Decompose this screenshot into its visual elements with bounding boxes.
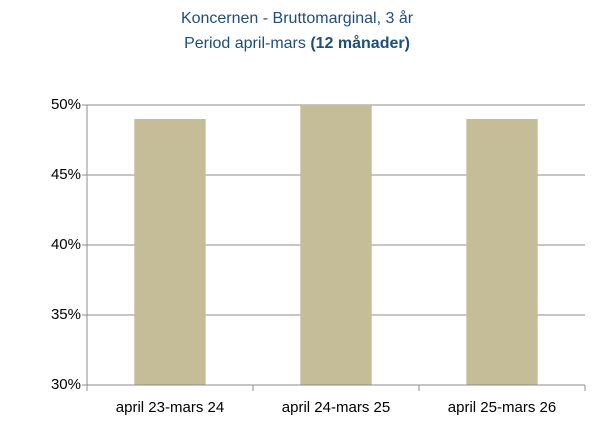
bar [134,119,206,385]
subtitle-text: Period april-mars [184,35,306,52]
y-tick-label: 50% [51,96,81,113]
bar [300,105,372,385]
chart-subtitle: Period april-mars (12 månader) [184,34,410,52]
y-tick-label: 35% [51,306,81,323]
y-tick-label: 45% [51,166,81,183]
y-tick-label: 40% [51,236,81,253]
x-tick-label: april 25-mars 26 [448,399,556,416]
x-tick-label: april 24-mars 25 [282,399,390,416]
x-tick-label: april 23-mars 24 [116,399,224,416]
y-tick-label: 30% [51,376,81,393]
chart-title: Koncernen - Bruttomarginal, 3 år [181,9,414,27]
bar [466,119,538,385]
subtitle-bold: (12 månader) [310,34,410,52]
